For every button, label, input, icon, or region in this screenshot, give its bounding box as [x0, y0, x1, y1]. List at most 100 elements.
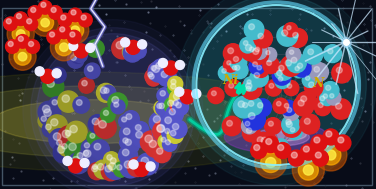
- Circle shape: [156, 62, 162, 69]
- Circle shape: [304, 118, 310, 124]
- Circle shape: [108, 93, 127, 112]
- Circle shape: [269, 83, 274, 88]
- Circle shape: [17, 30, 25, 38]
- Circle shape: [161, 137, 166, 142]
- Circle shape: [287, 84, 292, 88]
- Circle shape: [263, 48, 277, 62]
- Circle shape: [176, 102, 181, 108]
- Circle shape: [79, 13, 92, 27]
- Circle shape: [238, 101, 244, 107]
- Circle shape: [286, 121, 292, 127]
- Circle shape: [173, 100, 179, 106]
- Circle shape: [118, 146, 138, 165]
- Circle shape: [81, 15, 86, 20]
- Circle shape: [116, 41, 124, 49]
- Circle shape: [157, 125, 165, 132]
- Circle shape: [6, 40, 19, 53]
- Circle shape: [51, 7, 56, 12]
- Circle shape: [327, 48, 333, 54]
- Circle shape: [257, 137, 264, 143]
- Circle shape: [323, 94, 327, 98]
- Circle shape: [58, 126, 80, 148]
- Circle shape: [56, 140, 62, 145]
- Circle shape: [123, 138, 128, 143]
- Circle shape: [41, 2, 46, 7]
- Circle shape: [104, 152, 119, 167]
- Circle shape: [87, 131, 101, 145]
- Circle shape: [114, 162, 129, 177]
- Circle shape: [293, 59, 311, 77]
- Circle shape: [131, 161, 138, 168]
- Circle shape: [324, 45, 341, 63]
- Circle shape: [141, 157, 149, 165]
- Circle shape: [246, 44, 261, 59]
- Circle shape: [243, 124, 260, 142]
- Circle shape: [287, 108, 292, 112]
- Circle shape: [166, 105, 183, 123]
- Circle shape: [285, 60, 291, 66]
- Circle shape: [291, 152, 297, 158]
- Circle shape: [249, 24, 255, 30]
- Circle shape: [138, 40, 147, 49]
- Circle shape: [49, 97, 64, 112]
- Circle shape: [149, 112, 170, 132]
- Circle shape: [292, 63, 306, 78]
- Circle shape: [164, 97, 181, 114]
- Circle shape: [162, 126, 176, 140]
- Circle shape: [62, 95, 70, 102]
- Circle shape: [303, 45, 323, 64]
- Circle shape: [154, 101, 168, 115]
- Circle shape: [121, 117, 127, 122]
- Circle shape: [284, 23, 298, 37]
- Circle shape: [50, 34, 77, 61]
- Ellipse shape: [0, 72, 318, 171]
- Circle shape: [253, 62, 258, 67]
- Circle shape: [123, 128, 130, 135]
- Circle shape: [249, 101, 254, 106]
- Circle shape: [67, 30, 81, 44]
- Circle shape: [43, 76, 64, 97]
- Circle shape: [239, 99, 256, 116]
- Circle shape: [97, 163, 104, 170]
- Circle shape: [298, 160, 318, 180]
- Circle shape: [149, 74, 154, 79]
- Circle shape: [161, 71, 168, 77]
- Circle shape: [222, 69, 226, 73]
- Circle shape: [137, 153, 158, 175]
- Circle shape: [223, 44, 243, 63]
- Circle shape: [101, 85, 116, 100]
- Circle shape: [254, 145, 260, 151]
- Circle shape: [140, 131, 162, 153]
- Circle shape: [295, 66, 299, 71]
- Circle shape: [273, 139, 288, 154]
- Circle shape: [314, 137, 320, 143]
- Circle shape: [62, 130, 70, 138]
- Circle shape: [7, 20, 34, 48]
- Circle shape: [53, 142, 74, 163]
- Circle shape: [80, 147, 96, 163]
- Circle shape: [338, 137, 344, 143]
- Circle shape: [24, 17, 38, 31]
- Ellipse shape: [0, 86, 255, 157]
- Circle shape: [157, 67, 176, 86]
- Circle shape: [266, 50, 270, 55]
- Circle shape: [314, 67, 320, 72]
- Circle shape: [244, 20, 264, 39]
- Circle shape: [53, 133, 61, 140]
- Circle shape: [243, 102, 248, 108]
- Circle shape: [169, 109, 176, 115]
- Circle shape: [72, 156, 80, 164]
- Circle shape: [245, 121, 250, 126]
- Circle shape: [282, 30, 288, 36]
- Circle shape: [114, 102, 119, 107]
- Circle shape: [76, 100, 82, 105]
- Circle shape: [173, 100, 188, 115]
- Circle shape: [120, 135, 135, 150]
- Circle shape: [233, 96, 255, 118]
- Circle shape: [119, 114, 133, 129]
- Circle shape: [61, 15, 66, 20]
- Circle shape: [45, 124, 51, 130]
- Circle shape: [62, 17, 89, 44]
- Circle shape: [87, 40, 104, 57]
- Circle shape: [312, 150, 328, 166]
